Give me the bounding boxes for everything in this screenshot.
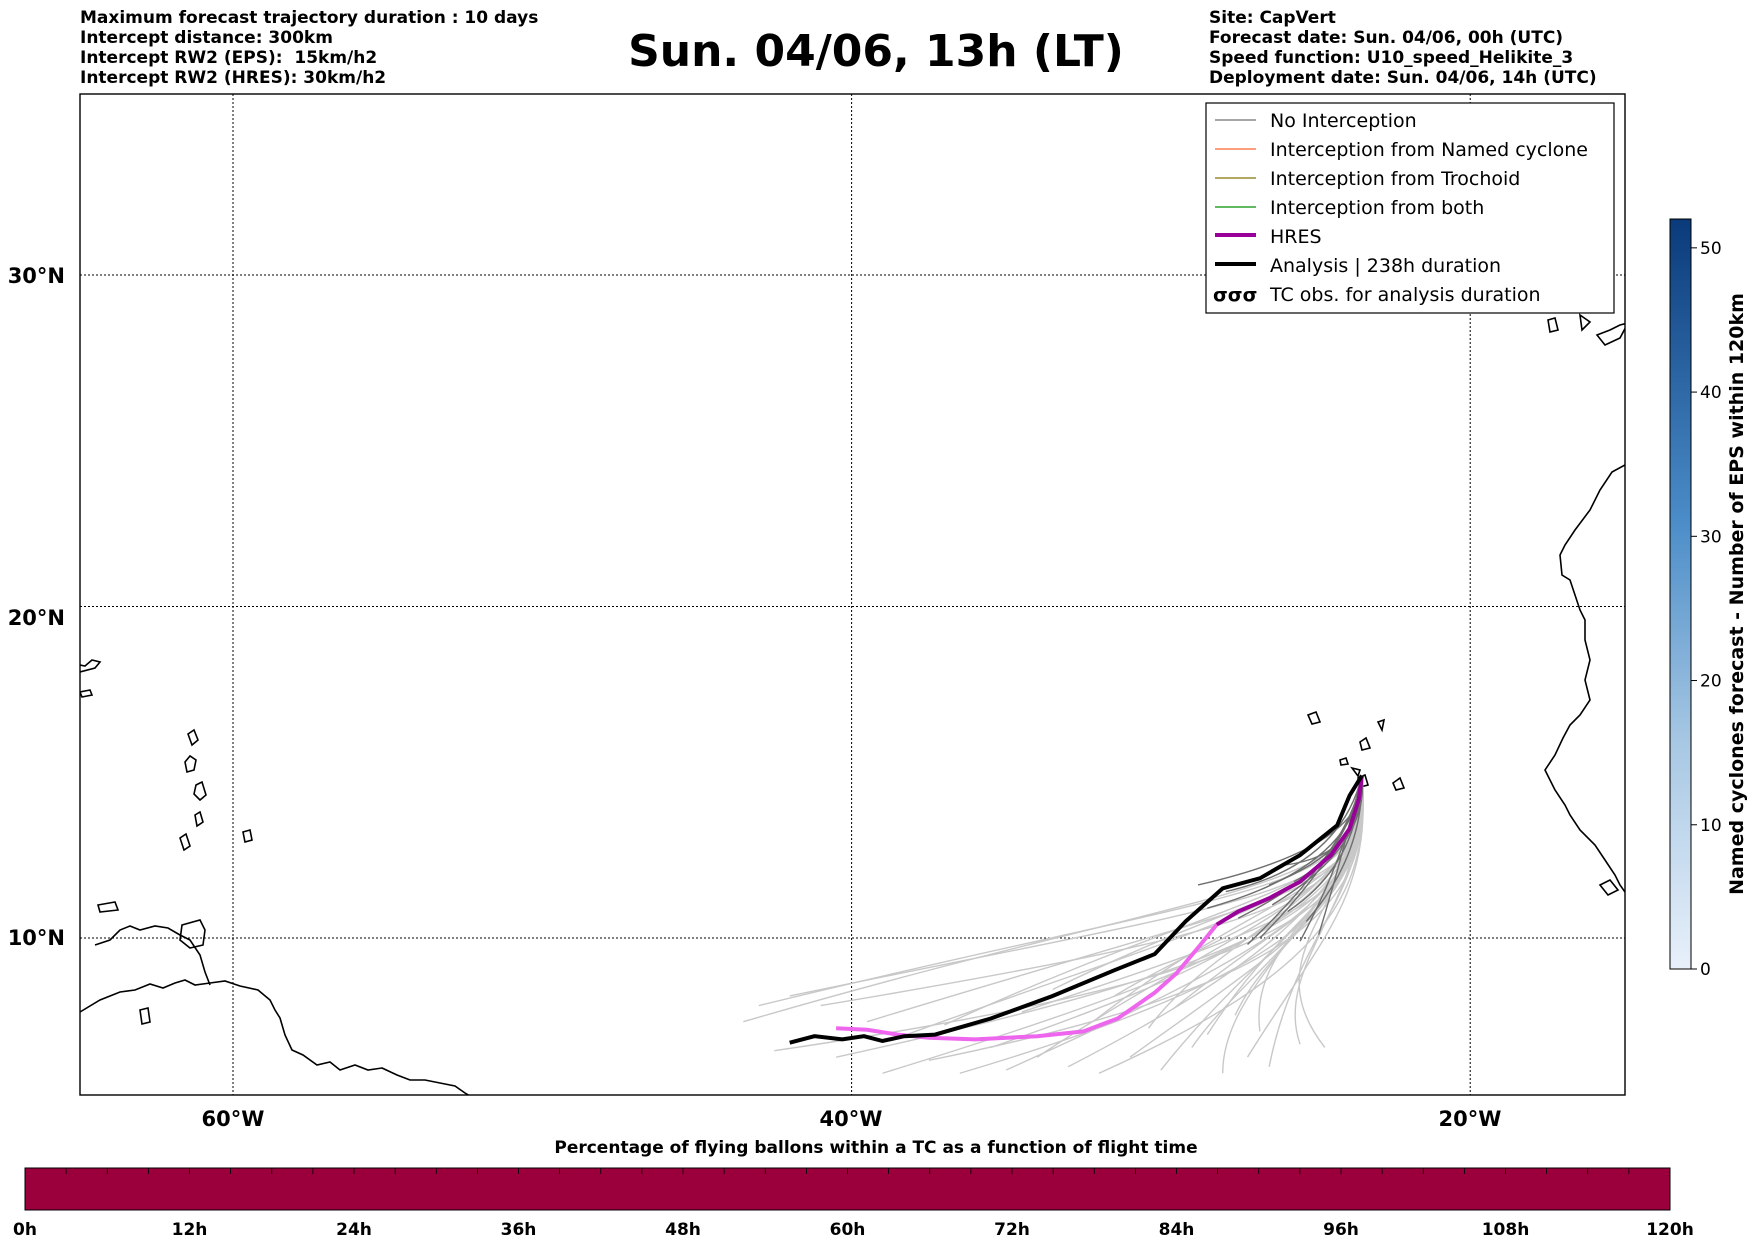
cyclone-colorbar-tick-label: 20: [1700, 672, 1722, 692]
lat-label-10n: 10°N: [8, 926, 65, 950]
island-small-antilles-2: [187, 728, 199, 747]
island-cape-verde-1: [1306, 710, 1322, 725]
ensemble-trajectory: [1036, 775, 1364, 1058]
hres-trajectory-late: [1215, 775, 1364, 927]
flight-time-tick-label: 0h: [13, 1220, 37, 1240]
flight-time-bar-ticks: 0h 12h 24h 36h 48h 60h 72h 84h 96h 108h 120h: [13, 1168, 1694, 1240]
tc-obs-marker-icon: σσσ: [1213, 284, 1257, 306]
cyclone-colorbar-label: Named cyclones forecast - Number of EPS …: [1726, 293, 1748, 895]
lon-label-40w: 40°W: [820, 1107, 883, 1131]
island-cape-verde-7: [1339, 756, 1350, 766]
map-frame: [79, 93, 1626, 1096]
island-small-antilles-1: [184, 754, 197, 774]
island-caribbean-4: [139, 1007, 151, 1025]
flight-time-tick-label: 48h: [665, 1220, 701, 1240]
flight-time-tick-label: 60h: [830, 1220, 866, 1240]
island-small-antilles-5: [179, 832, 191, 852]
island-cape-verde-5: [1376, 718, 1386, 733]
island-small-antilles-3: [193, 780, 207, 802]
island-bissagos: [1598, 878, 1620, 897]
island-canary-2: [1595, 322, 1625, 346]
island-cape-verde-6: [1350, 766, 1362, 778]
island-canary-3: [1638, 345, 1648, 362]
legend-box: [1205, 102, 1615, 314]
param-intercept-rw2-eps: Intercept RW2 (EPS): 15km/h2: [80, 48, 378, 68]
flight-time-bar-caption: Percentage of flying ballons within a TC…: [554, 1138, 1198, 1158]
ensemble-trajectory: [1225, 775, 1363, 893]
flight-time-tick-label: 72h: [994, 1220, 1030, 1240]
coastline-venezuela-north: [94, 925, 211, 986]
param-max-duration: Maximum forecast trajectory duration : 1…: [80, 8, 539, 28]
cyclone-colorbar-ticks: 50 40 30 20 10 0: [1691, 239, 1722, 980]
speed-function: Speed function: U10_speed_Helikite_3: [1209, 48, 1574, 68]
legend-label-tc-obs: TC obs. for analysis duration: [1269, 284, 1541, 306]
site-info: Site: CapVert Forecast date: Sun. 04/06,…: [1209, 8, 1597, 88]
cyclone-colorbar-tick-label: 10: [1700, 816, 1722, 836]
island-trinidad: [179, 919, 206, 949]
legend-label-no-interception: No Interception: [1270, 110, 1417, 132]
island-cape-verde-3: [1392, 776, 1406, 791]
island-small-antilles-4: [194, 810, 204, 828]
island-small-antilles-6: [242, 828, 253, 844]
forecast-date: Forecast date: Sun. 04/06, 00h (UTC): [1209, 28, 1564, 48]
flight-time-tick-label: 120h: [1646, 1220, 1694, 1240]
island-caribbean-1: [80, 659, 102, 673]
island-canary-4: [1547, 317, 1559, 333]
legend-label-both: Interception from both: [1270, 197, 1484, 219]
legend-label-analysis: Analysis | 238h duration: [1270, 255, 1501, 277]
site-name: Site: CapVert: [1209, 8, 1336, 28]
graticule: [80, 94, 1625, 1095]
hres-trajectory-early: [835, 923, 1219, 1042]
island-cape-verde-2: [1359, 736, 1372, 751]
lon-label-60w: 60°W: [202, 1107, 265, 1131]
flight-time-tick-label: 24h: [336, 1220, 372, 1240]
island-caribbean-3: [96, 901, 120, 913]
island-caribbean-2: [80, 689, 94, 698]
flight-time-tick-label: 12h: [172, 1220, 208, 1240]
ensemble-trajectory: [789, 775, 1364, 997]
ensemble-trajectory: [758, 775, 1364, 1007]
cyclone-colorbar-tick-label: 50: [1700, 239, 1722, 259]
analysis-trajectory: [789, 774, 1364, 1045]
cyclone-colorbar-tick-label: 40: [1700, 383, 1722, 403]
ensemble-trajectory: [1147, 775, 1363, 1029]
cyclone-colorbar-tick-label: 30: [1700, 527, 1722, 547]
page-title: Sun. 04/06, 13h (LT): [628, 26, 1124, 77]
param-intercept-distance: Intercept distance: 300km: [80, 28, 333, 48]
lon-label-20w: 20°W: [1439, 1107, 1502, 1131]
legend-label-named-cyclone: Interception from Named cyclone: [1270, 139, 1588, 161]
ensemble-trajectory: [1317, 775, 1363, 935]
coastline-south-america: [80, 979, 470, 1095]
lat-label-20n: 20°N: [8, 606, 65, 630]
flight-time-tick-label: 36h: [501, 1220, 537, 1240]
deployment-date: Deployment date: Sun. 04/06, 14h (UTC): [1209, 68, 1597, 88]
forecast-parameters: Maximum forecast trajectory duration : 1…: [80, 8, 538, 88]
ensemble-trajectory: [1258, 775, 1364, 1032]
lat-label-30n: 30°N: [8, 264, 65, 288]
legend-label-trochoid: Interception from Trochoid: [1270, 168, 1520, 190]
flight-time-bar: [24, 1167, 1671, 1211]
cyclone-colorbar: [1669, 218, 1692, 970]
legend: No Interception Interception from Named …: [1205, 102, 1615, 314]
ensemble-trajectory: [1021, 775, 1364, 1013]
cyclone-colorbar-tick-label: 0: [1700, 960, 1711, 980]
coastlines: [80, 313, 1648, 1095]
legend-label-hres: HRES: [1270, 226, 1322, 248]
island-canary-1: [1578, 313, 1592, 332]
flight-time-tick-label: 108h: [1482, 1220, 1530, 1240]
coastline-africa: [1544, 464, 1625, 893]
flight-time-tick-label: 96h: [1323, 1220, 1359, 1240]
flight-time-tick-label: 84h: [1159, 1220, 1195, 1240]
param-intercept-rw2-hres: Intercept RW2 (HRES): 30km/h2: [80, 68, 387, 88]
